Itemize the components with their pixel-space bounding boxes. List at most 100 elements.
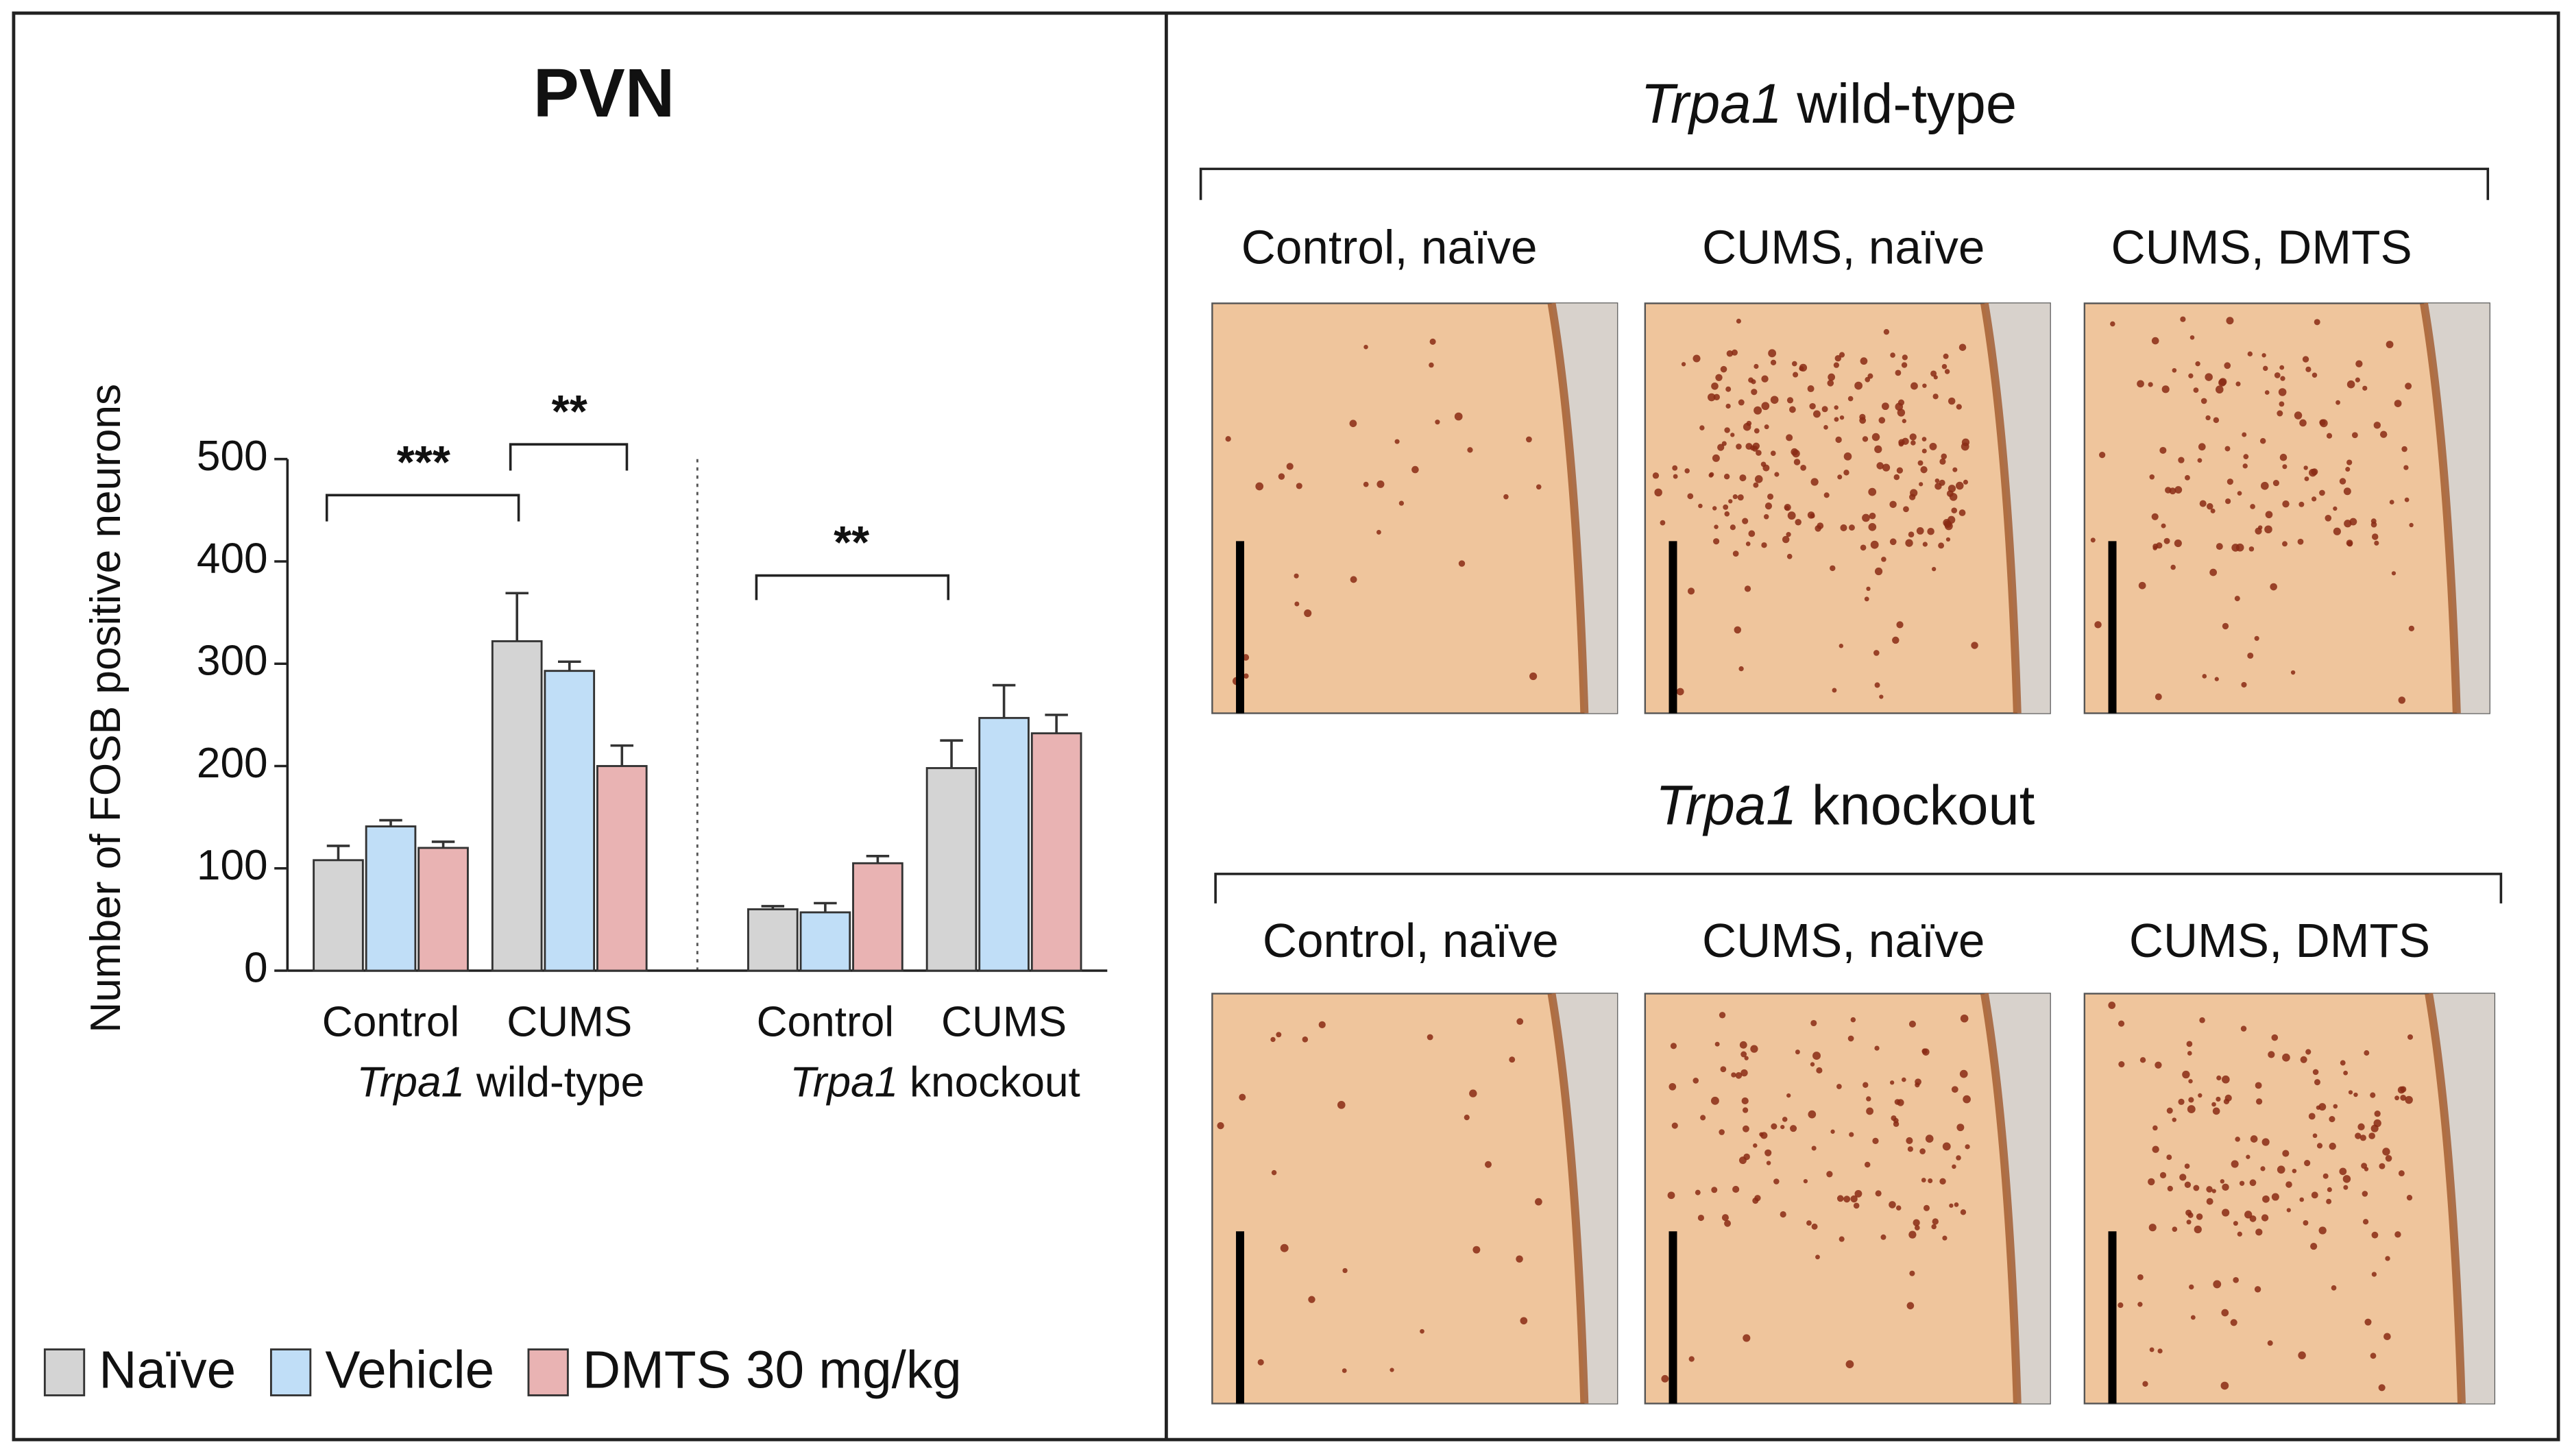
- cell: [2368, 1132, 2375, 1139]
- cell: [2319, 419, 2326, 426]
- cell: [2206, 502, 2213, 510]
- cell: [2242, 432, 2247, 437]
- cell: [1742, 1125, 1749, 1132]
- cell: [2161, 523, 2166, 529]
- cell: [1898, 441, 1904, 447]
- cell: [2255, 1082, 2262, 1089]
- cell: [2346, 541, 2353, 547]
- cell: [1529, 672, 1538, 681]
- cell: [2262, 1195, 2270, 1203]
- cell: [2327, 1187, 2332, 1193]
- cell: [2152, 1145, 2159, 1153]
- cell: [2271, 1193, 2279, 1201]
- cell: [1806, 1220, 1812, 1226]
- cell: [1752, 442, 1760, 450]
- cell: [1928, 1178, 1933, 1184]
- cell: [1786, 553, 1793, 559]
- cell: [2159, 446, 2167, 454]
- cell: [1469, 1089, 1477, 1097]
- cell: [1895, 1205, 1902, 1211]
- cell: [2189, 1284, 2194, 1290]
- cell: [2213, 417, 2220, 424]
- cell: [2199, 1017, 2205, 1023]
- significance: ***: [397, 437, 450, 488]
- cell: [2179, 1174, 2187, 1181]
- cell: [2279, 365, 2285, 370]
- cell: [1764, 424, 1769, 430]
- cell: [1910, 382, 1918, 390]
- cell: [2408, 625, 2415, 632]
- cell: [1839, 352, 1845, 358]
- cell: [1921, 437, 1927, 441]
- cell: [1744, 1056, 1749, 1060]
- panel-title: Trpa1 wild-type: [1640, 73, 2017, 135]
- cell: [1847, 1035, 1854, 1042]
- micrograph-label: CUMS, naïve: [1702, 220, 1985, 274]
- cell: [2213, 1280, 2222, 1289]
- cell: [1883, 328, 1890, 335]
- cell: [1909, 433, 1917, 441]
- cell: [2297, 538, 2304, 545]
- cell: [2152, 1125, 2158, 1131]
- cell: [2326, 433, 2333, 439]
- cell: [2391, 571, 2397, 576]
- cell: [2294, 411, 2303, 420]
- cell: [1730, 524, 1736, 531]
- cell: [1821, 406, 1828, 413]
- cell: [1411, 465, 1419, 474]
- cell: [2270, 583, 2277, 591]
- cell: [2118, 1302, 2124, 1309]
- cell: [2260, 481, 2269, 490]
- cell: [1736, 318, 1741, 324]
- cell: [1889, 500, 1897, 509]
- x-tick-label: Control: [757, 998, 894, 1045]
- genotype: knockout: [1812, 775, 2035, 837]
- cell: [1874, 682, 1880, 688]
- cell: [1807, 385, 1815, 393]
- cell: [2148, 382, 2153, 387]
- cell: [1271, 1169, 1277, 1176]
- cell: [2219, 378, 2227, 386]
- cell: [1952, 1164, 1956, 1169]
- cell: [1535, 1198, 1542, 1206]
- ependyma: [1547, 993, 1589, 1404]
- cell: [1941, 363, 1948, 369]
- cell: [2220, 1179, 2224, 1184]
- frame: [12, 11, 2560, 1442]
- cell: [2225, 498, 2231, 505]
- cell: [1859, 413, 1866, 420]
- cell: [1720, 1066, 1727, 1073]
- cell: [2329, 1116, 2336, 1123]
- cell: [1905, 539, 1913, 547]
- cell: [2222, 622, 2229, 630]
- cell: [2264, 525, 2272, 534]
- cell: [1901, 362, 1908, 368]
- cell: [1874, 445, 1882, 454]
- cell: [1922, 1048, 1930, 1056]
- cell: [2359, 1135, 2366, 1141]
- cell: [2184, 1181, 2192, 1188]
- cell: [1516, 1255, 1523, 1263]
- cell: [2222, 1209, 2230, 1217]
- cell: [1286, 463, 1294, 470]
- cell: [2250, 504, 2255, 509]
- cell: [2200, 398, 2207, 404]
- cell: [2355, 360, 2363, 367]
- cell: [2312, 372, 2318, 378]
- cell: [1752, 1197, 1759, 1204]
- cell: [1786, 397, 1794, 404]
- y-axis-label: Number of FOSB positive neurons: [82, 384, 130, 1033]
- cell: [2184, 1163, 2190, 1169]
- cell: [1961, 442, 1969, 451]
- cell: [1296, 483, 1302, 489]
- cell: [1823, 425, 1828, 430]
- cell: [1903, 506, 1909, 513]
- cell: [2285, 1181, 2292, 1188]
- cell: [1748, 377, 1754, 383]
- cell: [1304, 609, 1312, 618]
- cell: [2174, 486, 2183, 494]
- cell: [1956, 1155, 1961, 1161]
- cell: [1790, 1125, 1797, 1132]
- bar: [365, 825, 417, 972]
- cell: [2178, 457, 2185, 463]
